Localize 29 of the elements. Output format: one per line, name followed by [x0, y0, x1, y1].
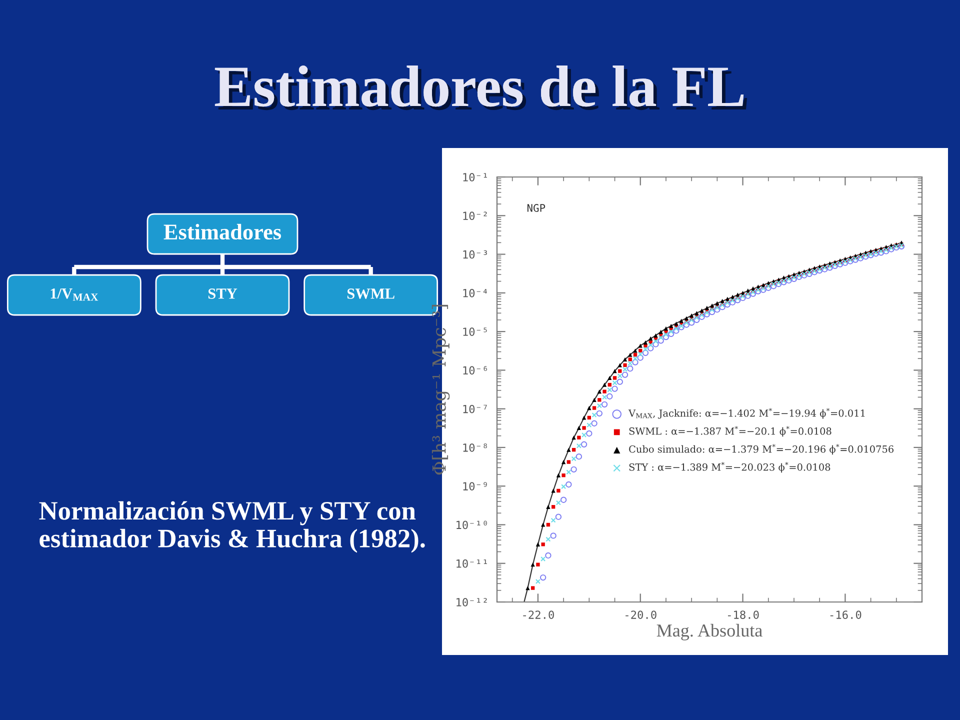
- legend-label: V$_{MAX}$, Jacknife: α=−1.402 M$^{*}$=−19.94 ϕ$^{*}$=0.011: [628, 408, 865, 419]
- x-tick-label: -22.0: [523, 610, 554, 619]
- y-tick-label: 10⁻⁶: [463, 366, 488, 375]
- y-tick-label: 10⁻¹²: [456, 598, 487, 606]
- y-tick-label: 10⁻¹⁰: [456, 520, 487, 530]
- y-tick-label: 10⁻⁷: [463, 404, 487, 414]
- x-tick-label: -16.0: [830, 610, 862, 619]
- category-label: SWML: [347, 288, 394, 299]
- text: Estimadores: [164, 224, 282, 240]
- y-tick-label: 10⁻⁹: [463, 482, 487, 490]
- y-axis-title: Φ[h³ mag⁻¹ Mpc⁻³]: [432, 304, 450, 475]
- annotation: NGP: [527, 204, 546, 212]
- y-tick-label: 10⁻²: [463, 212, 487, 220]
- legend-label: SWML : α=−1.387 M$^{*}$=−20.1 ϕ$^{*}$=0.0108: [629, 426, 832, 437]
- y-tick-label: 10⁻⁵: [463, 328, 487, 336]
- x-tick-label: -18.0: [728, 610, 759, 619]
- legend-label: Cubo simulado: α=−1.379 M$^{*}$=−20.196 ϕ$^{*}$=0.010756: [629, 444, 894, 455]
- y-tick-label: 10⁻³: [463, 250, 487, 259]
- y-tick-label: 10⁻⁴: [463, 288, 487, 298]
- category-label: STY: [208, 288, 238, 299]
- y-tick-label: 10⁻⁸: [463, 443, 487, 452]
- text: Normalización SWML y STY con estimador Davis & Huchra (1982).: [39, 501, 425, 553]
- x-axis-title: Mag. Absoluta: [656, 624, 762, 640]
- x-tick-label: -20.0: [626, 610, 656, 619]
- category-label: 1/V$_{MAX}$: [50, 288, 98, 301]
- y-tick-label: 10⁻¹: [463, 173, 487, 182]
- y-tick-label: 10⁻¹¹: [456, 559, 487, 568]
- chart-title: Estimadores de la FL: [214, 66, 748, 110]
- legend-label: STY : α=−1.389 M$^{*}$=−20.023 ϕ$^{*}$=0.0108: [629, 462, 830, 473]
